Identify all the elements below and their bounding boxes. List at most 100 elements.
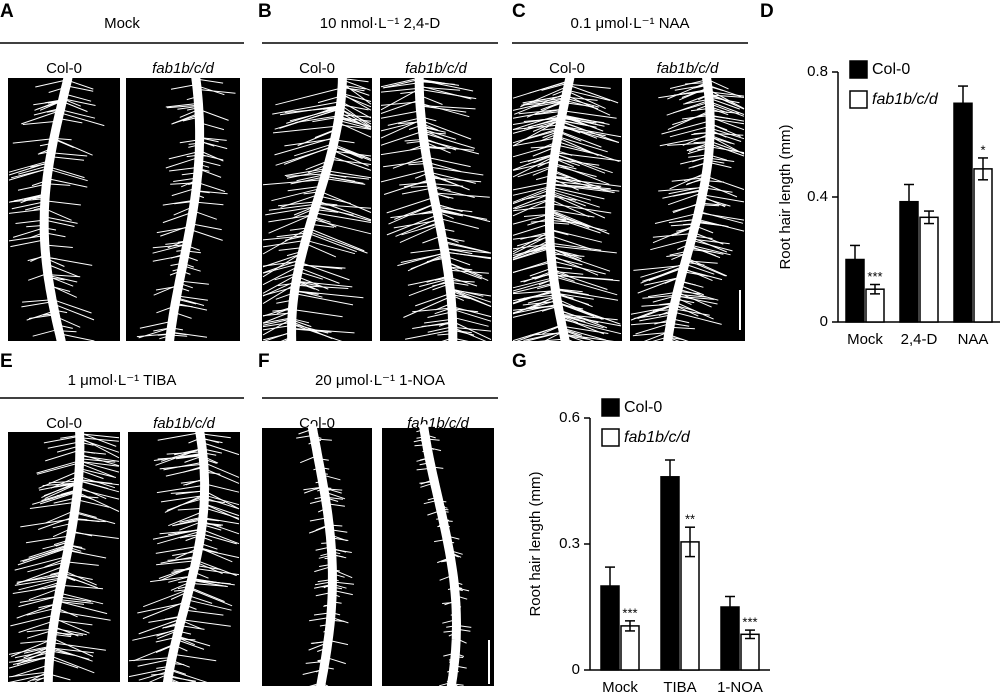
root-hair xyxy=(520,231,550,240)
root-hair xyxy=(16,651,51,662)
root-hair xyxy=(659,135,711,147)
root-hair xyxy=(294,143,334,157)
significance-label: *** xyxy=(622,605,637,620)
root-hair xyxy=(167,678,196,692)
root-hair xyxy=(166,451,203,455)
root-hair xyxy=(43,482,79,497)
root-hair xyxy=(175,302,208,311)
root-hair xyxy=(555,293,590,306)
root-hair xyxy=(442,240,489,253)
root-hair xyxy=(50,647,94,654)
root-hair xyxy=(262,273,298,294)
root-hair xyxy=(553,164,597,178)
panel-letter: E xyxy=(0,351,13,372)
root-hair xyxy=(696,218,745,232)
root-hair xyxy=(296,280,353,288)
root-hair xyxy=(555,289,619,301)
root-hair xyxy=(278,201,318,207)
significance-label: *** xyxy=(867,269,882,284)
root-hair xyxy=(450,288,492,307)
root-hair xyxy=(138,618,182,635)
root-hair xyxy=(189,588,233,607)
root-hair xyxy=(47,441,80,449)
root-hair xyxy=(44,200,81,206)
root-hair xyxy=(152,244,187,249)
root-hair xyxy=(292,309,343,318)
root-hair xyxy=(423,137,457,151)
root-hair xyxy=(55,610,111,621)
root-hair xyxy=(684,263,715,275)
root-hair xyxy=(431,183,464,187)
root-hair xyxy=(275,146,333,166)
root-hair xyxy=(78,475,116,489)
root-hair xyxy=(203,468,240,484)
root-hair xyxy=(436,206,473,213)
root-hair xyxy=(156,226,191,234)
root-hair xyxy=(262,227,310,255)
root-hair xyxy=(190,223,222,231)
root-hair xyxy=(20,518,74,528)
root-hair xyxy=(294,293,354,306)
root-hair xyxy=(399,224,440,244)
root-hair xyxy=(452,326,492,332)
root-hair xyxy=(166,104,199,109)
root-hair xyxy=(561,118,597,124)
root-hair xyxy=(317,200,372,221)
root-hair xyxy=(523,270,553,283)
root-hair xyxy=(632,332,669,337)
root-hair xyxy=(79,458,116,463)
column-label: Col-0 xyxy=(46,415,82,432)
root-hair xyxy=(512,98,566,111)
root-hair xyxy=(667,110,711,131)
root-hair xyxy=(200,533,237,545)
root-hair xyxy=(332,145,369,159)
root-hair xyxy=(551,178,579,191)
root-hair xyxy=(176,297,205,306)
root-hair xyxy=(198,548,240,559)
root-hair xyxy=(640,263,685,278)
y-tick-label: 0 xyxy=(820,313,828,330)
column-label: fab1b/c/d xyxy=(153,415,215,432)
root-hair xyxy=(512,277,554,289)
root-hair xyxy=(549,209,595,218)
root-hair xyxy=(642,267,684,282)
root-hair xyxy=(340,101,372,119)
root-hair xyxy=(35,79,68,88)
root-hair xyxy=(49,658,79,669)
root-hair xyxy=(268,214,314,223)
root-hair xyxy=(65,561,99,566)
root-hair xyxy=(73,518,106,523)
root-hair xyxy=(452,316,489,327)
root-hair xyxy=(679,87,709,101)
root xyxy=(262,73,372,357)
root-hair xyxy=(316,203,372,209)
root-hair xyxy=(36,460,80,474)
root-hair xyxy=(262,239,306,248)
root-hair xyxy=(204,494,240,506)
root-hair xyxy=(558,130,602,148)
root-hair xyxy=(176,639,205,650)
root-hair xyxy=(290,176,325,185)
root-hair xyxy=(10,168,49,179)
root-hair xyxy=(204,483,240,493)
root-hair xyxy=(667,142,710,146)
root xyxy=(413,423,472,691)
root-hair xyxy=(299,264,346,269)
root-hair xyxy=(559,125,620,143)
root-hair xyxy=(380,119,422,139)
root-hair xyxy=(8,235,45,242)
legend-label: Col-0 xyxy=(624,399,662,416)
root-hair xyxy=(566,90,606,110)
root-hair xyxy=(701,197,731,207)
root-hair xyxy=(419,81,455,85)
root-hair xyxy=(433,192,490,198)
root-hair xyxy=(552,270,608,290)
root-hair xyxy=(169,166,199,172)
root-hair xyxy=(8,645,51,655)
root-hair xyxy=(380,147,425,156)
root-hair xyxy=(28,587,61,601)
root-hair xyxy=(512,243,551,250)
root-hair xyxy=(426,156,471,168)
root-axis xyxy=(414,73,458,346)
root-hair xyxy=(133,643,176,662)
